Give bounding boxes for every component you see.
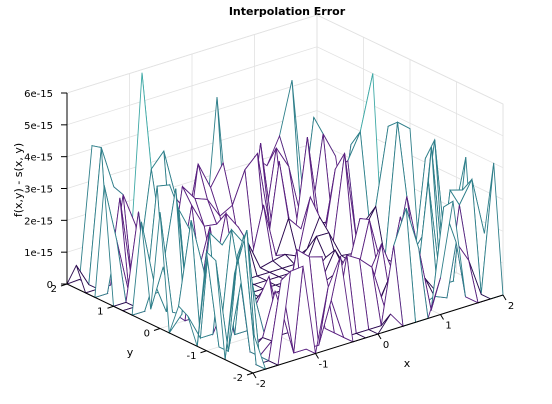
z-tick-label-6: 6e-15 [24,89,53,100]
y-tick-mark-1 [200,350,207,354]
x-tick-label-4: 2 [508,301,514,312]
y-tick-mark-2 [153,328,161,331]
x-tick-mark-1 [315,353,319,359]
y-tick-mark-0 [246,372,254,376]
z-axis-label: f(x,y) - s(x, y) [12,143,25,217]
x-tick-label-2: 0 [383,340,389,351]
y-tick-label-0: -2 [233,373,243,384]
grid-z-line-6 [66,14,504,105]
y-tick-label-3: 1 [97,306,103,317]
z-tick-label-5: 5e-15 [24,121,53,132]
surface-mesh [66,72,504,370]
chart-title: Interpolation Error [229,5,346,18]
y-tick-label-2: 0 [144,329,150,340]
z-tick-label-3: 3e-15 [24,185,53,196]
x-tick-mark-4 [502,294,507,301]
x-tick-mark-0 [252,372,257,379]
x-axis-label: x [404,357,411,370]
x-tick-label-1: -1 [319,360,329,371]
z-tick-label-2: 2e-15 [24,216,53,227]
z-tick-label-4: 4e-15 [24,153,53,164]
y-tick-label-4: 2 [51,284,57,295]
y-tick-mark-3 [107,305,114,309]
x-tick-mark-3 [440,314,444,320]
x-tick-label-0: -2 [256,379,266,390]
surface-cell [243,235,267,370]
y-axis-label: y [127,346,134,359]
x-tick-mark-2 [377,333,382,340]
x-tick-label-3: 1 [445,321,451,332]
z-tick-label-1: 1e-15 [24,248,53,259]
z-tick-label-0: 0 [47,280,53,291]
axis-labels: -2-1012-2-101201e-152e-153e-154e-155e-15… [12,89,514,390]
axes-frame [60,92,507,379]
y-tick-label-1: -1 [187,351,197,362]
